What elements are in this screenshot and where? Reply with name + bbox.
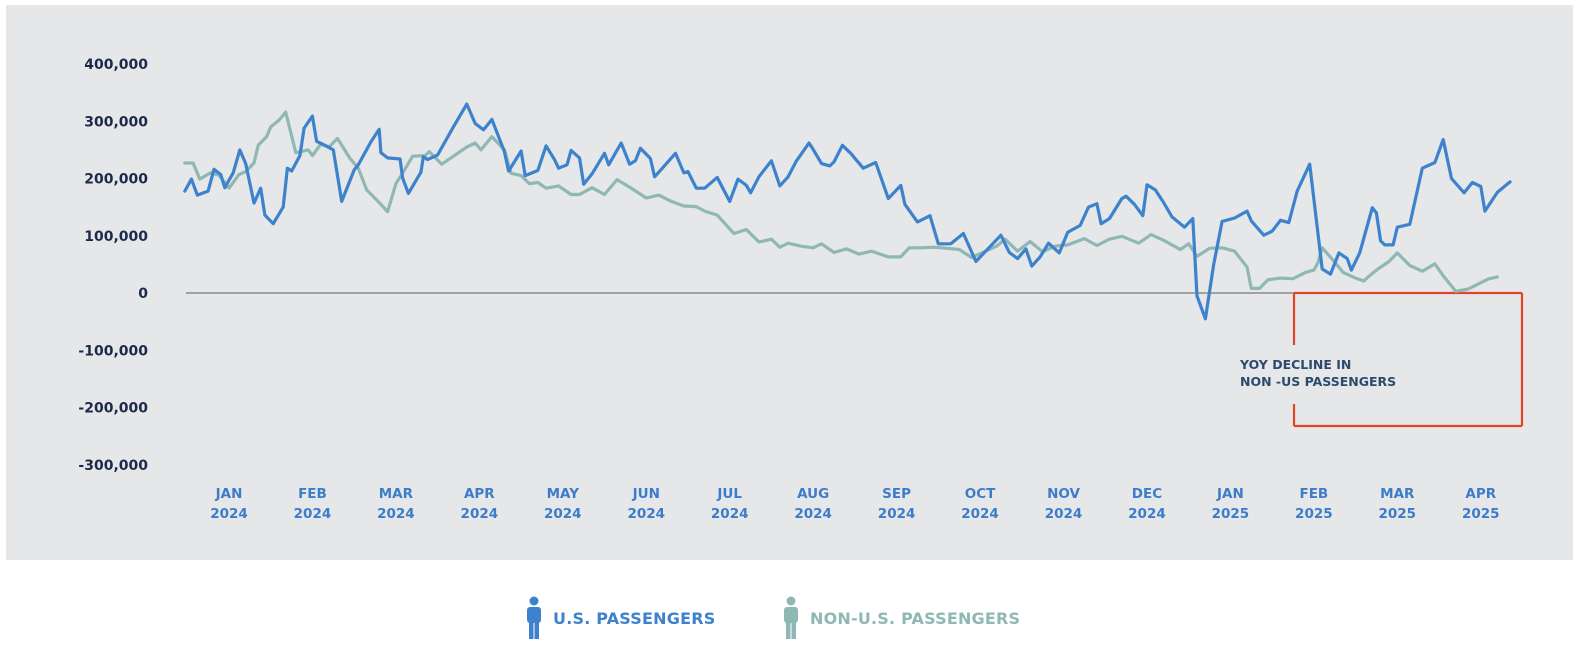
x-tick-label: FEB 2024 [294,486,332,522]
annotation-box [1292,291,1524,428]
legend-item-us-passengers: U.S. PASSENGERS [525,594,715,642]
person-icon [784,596,798,639]
legend-item-non-us-passengers: NON-U.S. PASSENGERS [782,594,1020,642]
legend-label: U.S. PASSENGERS [553,608,716,628]
y-tick-label: 400,000 [84,57,148,73]
x-axis: JAN 2024 FEB 2024 MAR 2024 APR 2024 MAY 2024 JUN 20… [210,486,1499,522]
y-tick-label: -200,000 [78,401,148,417]
series-line-us-passengers [183,102,1512,321]
annotation-text-line: NON -US PASSENGERS [1240,374,1396,389]
y-tick-label: 0 [138,286,148,302]
x-tick-label: MAR 2024 [377,486,415,522]
x-tick-label: JAN 2025 [1212,486,1250,522]
series-line-non-us-passengers [183,110,1499,293]
y-tick-label: 200,000 [84,172,148,188]
x-tick-label: APR 2025 [1462,486,1500,522]
x-tick-label: SEP 2024 [878,486,916,522]
chart-panel [6,5,1573,560]
person-icon [527,596,541,639]
x-tick-label: MAY 2024 [544,486,582,522]
legend: U.S. PASSENGERS NON-U.S. PASSENGERS [0,594,1580,642]
y-tick-label: 300,000 [84,114,148,130]
annotation-text-line: YOY DECLINE IN [1239,357,1351,372]
x-tick-label: AUG 2024 [794,486,832,522]
x-tick-label: MAR 2025 [1379,486,1417,522]
x-tick-label: JUN 2024 [627,486,665,522]
x-tick-label: DEC 2024 [1128,486,1166,522]
series-layer [183,102,1512,321]
line-chart: 400,000 300,000 200,000 100,000 0 -100,000 -20… [78,57,1524,522]
x-tick-label: JUL 2024 [711,486,749,522]
x-tick-label: JAN 2024 [210,486,248,522]
x-tick-label: APR 2024 [461,486,499,522]
y-axis: 400,000 300,000 200,000 100,000 0 -100,000 -20… [78,57,148,474]
legend-label: NON-U.S. PASSENGERS [810,608,1021,628]
y-tick-label: 100,000 [84,229,148,245]
x-tick-label: FEB 2025 [1295,486,1333,522]
annotation-text: YOY DECLINE IN NON -US PASSENGERS [1239,357,1396,389]
x-tick-label: OCT 2024 [961,486,999,522]
x-tick-label: NOV 2024 [1045,486,1083,522]
y-tick-label: -300,000 [78,458,148,474]
y-tick-label: -100,000 [78,343,148,359]
